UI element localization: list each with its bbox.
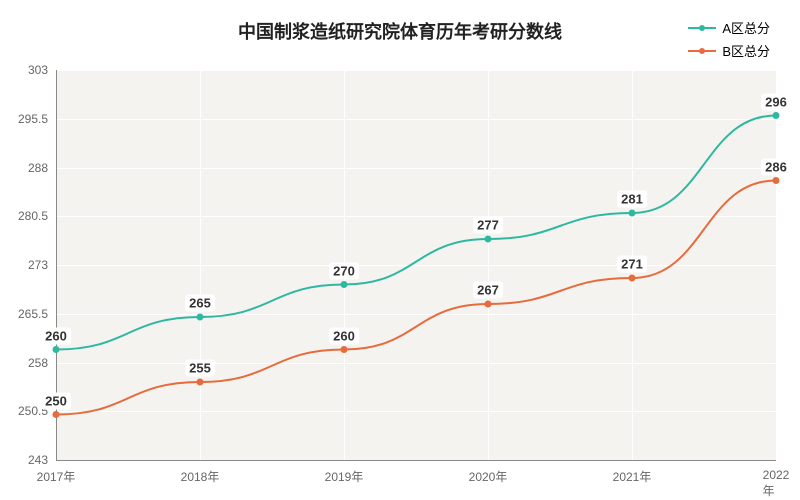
series-marker bbox=[341, 281, 348, 288]
series-marker bbox=[53, 346, 60, 353]
series-line bbox=[56, 181, 776, 415]
series-marker bbox=[629, 210, 636, 217]
series-marker bbox=[629, 275, 636, 282]
series-marker bbox=[773, 177, 780, 184]
legend-label-b: B区总分 bbox=[722, 41, 770, 60]
y-tick-label: 273 bbox=[28, 258, 56, 272]
y-tick-label: 258 bbox=[28, 356, 56, 370]
data-label: 260 bbox=[329, 327, 359, 344]
series-marker bbox=[485, 236, 492, 243]
legend-swatch-b bbox=[688, 50, 716, 52]
chart-title: 中国制浆造纸研究院体育历年考研分数线 bbox=[238, 18, 562, 44]
legend-swatch-a bbox=[688, 27, 716, 29]
y-tick-label: 288 bbox=[28, 161, 56, 175]
series-marker bbox=[341, 346, 348, 353]
legend-item-a: A区总分 bbox=[688, 18, 770, 37]
data-label: 277 bbox=[473, 217, 503, 234]
plot-area: 243250.5258265.5273280.5288295.53032017年… bbox=[56, 70, 776, 460]
x-tick-label: 2018年 bbox=[181, 460, 220, 485]
data-label: 267 bbox=[473, 282, 503, 299]
series-line bbox=[56, 116, 776, 350]
data-label: 296 bbox=[761, 93, 791, 110]
data-label: 286 bbox=[761, 158, 791, 175]
data-label: 265 bbox=[185, 295, 215, 312]
legend-label-a: A区总分 bbox=[722, 18, 770, 37]
legend: A区总分 B区总分 bbox=[688, 18, 770, 64]
chart-container: 中国制浆造纸研究院体育历年考研分数线 A区总分 B区总分 243250.5258… bbox=[0, 0, 800, 500]
y-tick-label: 265.5 bbox=[18, 307, 56, 321]
x-tick-label: 2017年 bbox=[37, 460, 76, 485]
series-marker bbox=[53, 411, 60, 418]
y-tick-label: 280.5 bbox=[18, 209, 56, 223]
data-label: 255 bbox=[185, 360, 215, 377]
x-tick-label: 2020年 bbox=[469, 460, 508, 485]
data-label: 271 bbox=[617, 256, 647, 273]
x-axis bbox=[56, 460, 776, 461]
data-label: 270 bbox=[329, 262, 359, 279]
legend-item-b: B区总分 bbox=[688, 41, 770, 60]
data-label: 250 bbox=[41, 392, 71, 409]
series-marker bbox=[773, 112, 780, 119]
series-marker bbox=[485, 301, 492, 308]
y-tick-label: 303 bbox=[28, 63, 56, 77]
series-marker bbox=[197, 314, 204, 321]
grid-line-x bbox=[776, 70, 777, 460]
series-svg bbox=[56, 70, 776, 460]
x-tick-label: 2021年 bbox=[613, 460, 652, 485]
x-tick-label: 2022年 bbox=[763, 460, 790, 499]
x-tick-label: 2019年 bbox=[325, 460, 364, 485]
series-marker bbox=[197, 379, 204, 386]
data-label: 260 bbox=[41, 327, 71, 344]
data-label: 281 bbox=[617, 191, 647, 208]
y-tick-label: 295.5 bbox=[18, 112, 56, 126]
